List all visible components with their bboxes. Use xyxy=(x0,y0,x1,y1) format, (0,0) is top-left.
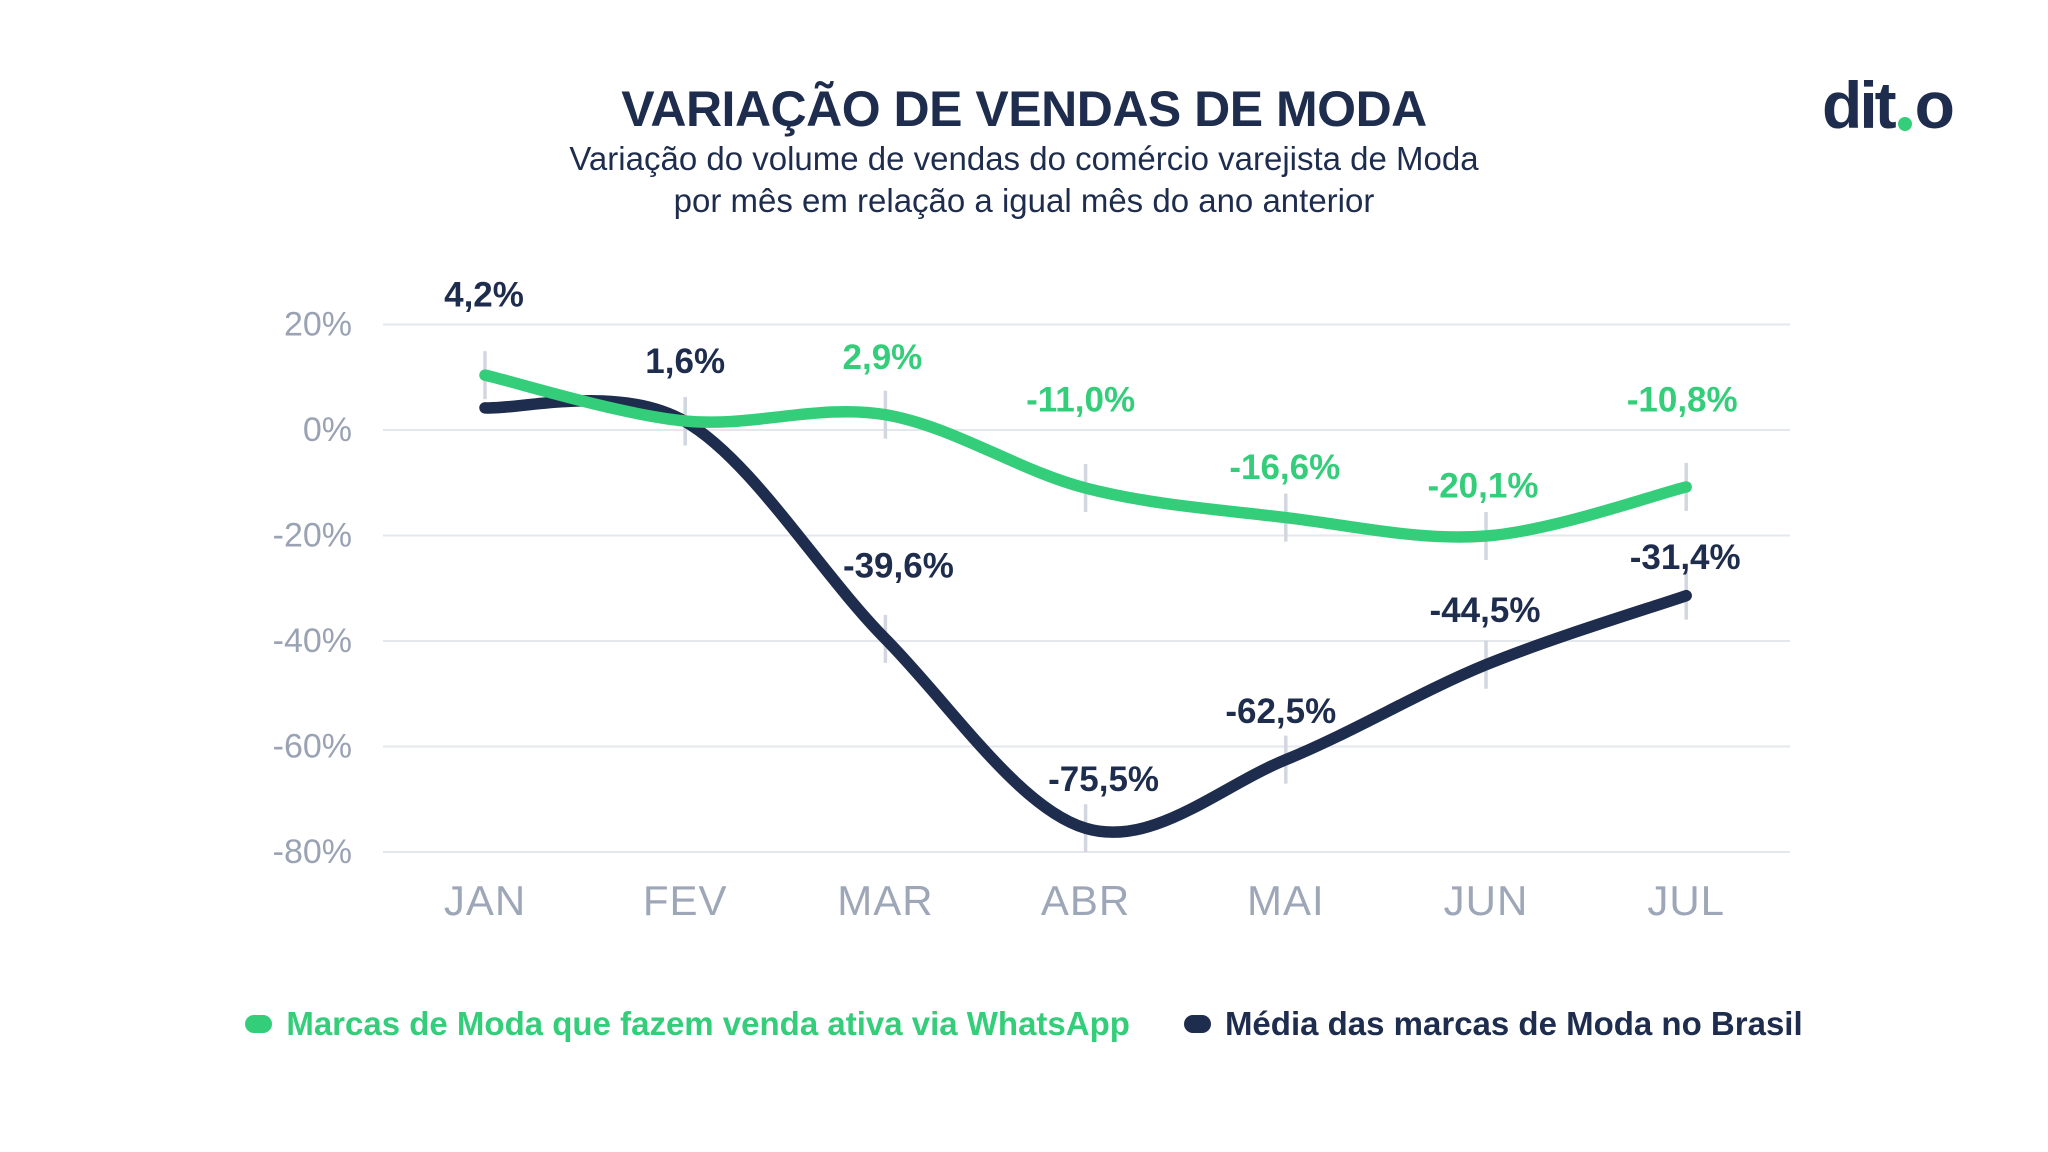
whatsapp-series-line xyxy=(479,369,1692,543)
point-label: -16,6% xyxy=(1229,448,1340,487)
point-label: -75,5% xyxy=(1048,760,1159,799)
dito-logo: dit o xyxy=(1822,68,1955,142)
legend-label-whatsapp: Marcas de Moda que fazem venda ativa via… xyxy=(286,1005,1130,1042)
point-label: -11,0% xyxy=(1026,381,1135,420)
x-axis-label: ABR xyxy=(1041,877,1130,924)
chart-subtitle-line2: por mês em relação a igual mês do ano an… xyxy=(673,182,1375,219)
x-axis-label: JAN xyxy=(444,877,526,924)
whatsapp-series-swatch-icon xyxy=(245,1015,273,1033)
x-axis-label: JUN xyxy=(1444,877,1529,924)
legend-label-brasil: Média das marcas de Moda no Brasil xyxy=(1224,1005,1803,1042)
chart-subtitle: Variação do volume de vendas do comércio… xyxy=(0,138,2048,222)
point-label: 4,2% xyxy=(444,275,524,314)
y-axis-label: 0% xyxy=(303,411,352,449)
point-label: -62,5% xyxy=(1225,692,1336,731)
point-label: -10,8% xyxy=(1627,380,1738,419)
point-label: -31,4% xyxy=(1630,538,1741,577)
y-axis-label: 20% xyxy=(284,306,352,344)
x-axis-label: JUL xyxy=(1647,877,1725,924)
point-label: 2,9% xyxy=(843,338,923,377)
legend-item-whatsapp: Marcas de Moda que fazem venda ativa via… xyxy=(245,1005,1130,1043)
x-axis-label: MAR xyxy=(837,877,933,924)
legend-item-brasil: Média das marcas de Moda no Brasil xyxy=(1183,1005,1803,1043)
y-axis-label: -40% xyxy=(273,622,352,660)
legend: Marcas de Moda que fazem venda ativa via… xyxy=(0,1005,2048,1043)
y-axis-label: -80% xyxy=(273,833,352,871)
point-label: -20,1% xyxy=(1428,467,1539,506)
point-label: 1,6% xyxy=(645,342,725,381)
dito-logo-text-left: dit xyxy=(1822,68,1897,142)
y-axis-label: -20% xyxy=(273,517,352,555)
dito-logo-text-right: o xyxy=(1914,68,1955,142)
y-axis-label: -60% xyxy=(273,728,352,766)
chart-subtitle-line1: Variação do volume de vendas do comércio… xyxy=(569,140,1479,177)
dito-logo-green-dot-icon xyxy=(1897,117,1912,131)
chart-title: VARIAÇÃO DE VENDAS DE MODA xyxy=(621,81,1427,137)
x-axis-label: MAI xyxy=(1247,877,1325,924)
brasil-series-swatch-icon xyxy=(1183,1015,1211,1033)
point-label: -39,6% xyxy=(843,546,954,585)
point-label: -44,5% xyxy=(1430,591,1541,630)
x-axis-label: FEV xyxy=(643,877,728,924)
